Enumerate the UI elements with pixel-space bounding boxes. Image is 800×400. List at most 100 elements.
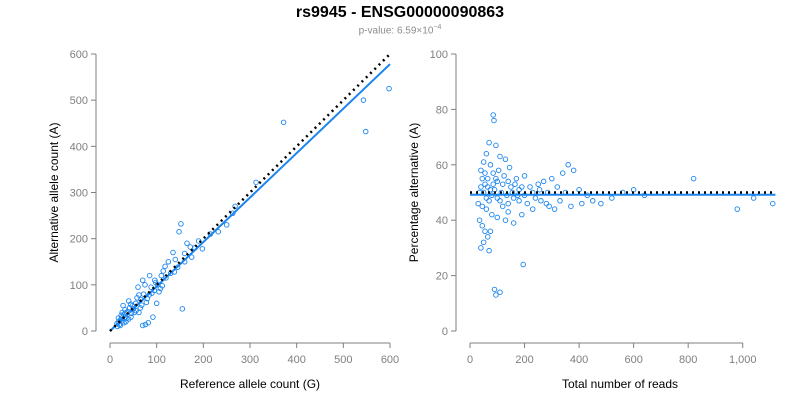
right-y-tick-label: 40 (436, 215, 448, 227)
right-data-point (480, 159, 487, 165)
left-data-point (139, 322, 146, 329)
right-data-point (505, 178, 511, 185)
right-data-point (486, 247, 492, 254)
right-data-point (536, 186, 543, 193)
right-y-tick-label: 60 (436, 160, 448, 172)
left-x-tick-label: 100 (147, 354, 165, 366)
right-data-point (482, 228, 488, 235)
left-data-point (125, 316, 132, 322)
left-x-tick-label: 500 (334, 354, 352, 366)
right-data-point (483, 150, 490, 157)
right-data-point (512, 181, 518, 187)
right-data-point (478, 167, 484, 174)
right-data-point (540, 178, 547, 185)
left-data-point (188, 254, 195, 260)
right-data-point (589, 198, 596, 204)
right-data-point (489, 211, 495, 218)
left-y-tick-label: 0 (82, 326, 88, 338)
right-data-point (524, 200, 531, 207)
right-data-point (520, 261, 526, 268)
right-data-point (532, 195, 539, 201)
left-data-point (160, 268, 166, 274)
right-x-tick-label: 600 (624, 354, 642, 366)
right-data-point (529, 206, 536, 212)
left-data-point (178, 221, 184, 227)
left-data-point (139, 277, 146, 283)
right-data-point (516, 198, 522, 204)
right-data-point (510, 195, 517, 201)
right-data-point (570, 167, 577, 174)
right-data-point (484, 175, 491, 182)
right-data-point (491, 286, 498, 293)
right-data-point (549, 175, 555, 182)
left-x-tick-label: 300 (241, 354, 259, 366)
right-data-point (769, 200, 776, 207)
left-data-point (119, 309, 125, 316)
left-x-tick-label: 200 (194, 354, 212, 366)
left-data-point (187, 244, 194, 250)
right-data-point (482, 170, 488, 176)
right-data-point (487, 162, 494, 168)
right-data-point (484, 234, 491, 240)
right-data-point (499, 181, 506, 187)
right-data-point (490, 181, 496, 187)
left-x-tick-label: 600 (381, 354, 399, 366)
right-data-point (538, 198, 544, 204)
right-data-point (506, 164, 513, 171)
left-data-point (386, 85, 392, 92)
left-data-point (115, 315, 122, 321)
right-data-point (480, 239, 487, 246)
right-data-point (551, 206, 558, 212)
right-data-point (510, 220, 517, 226)
left-data-point (150, 314, 156, 320)
left-data-point (181, 250, 188, 257)
left-y-tick-label: 400 (70, 141, 88, 153)
left-data-point (136, 309, 142, 316)
right-data-point (479, 175, 486, 182)
chart-subtitle: p-value: 6.59×10−4 (0, 24, 800, 36)
right-data-point (690, 175, 697, 182)
right-data-point (559, 170, 566, 176)
right-data-point (501, 173, 507, 179)
right-x-tick-label: 800 (679, 354, 697, 366)
right-data-point (482, 181, 488, 187)
right-data-point (494, 178, 501, 185)
left-y-axis-label: Alternative allele count (A) (47, 122, 61, 262)
right-data-point (535, 181, 541, 187)
left-fit-line (109, 63, 391, 332)
left-y-tick-label: 200 (70, 234, 88, 246)
left-reference-line (109, 53, 391, 332)
right-data-point (487, 228, 494, 235)
left-data-point (152, 277, 158, 283)
left-y-tick-label: 600 (70, 49, 88, 61)
left-data-point (157, 285, 164, 292)
left-data-point (158, 272, 165, 279)
right-data-point (568, 203, 574, 210)
right-data-point (493, 175, 499, 182)
right-data-point (565, 162, 571, 168)
right-data-point (557, 198, 563, 204)
left-data-point (145, 319, 152, 326)
left-data-point (143, 299, 150, 306)
right-data-point (494, 214, 501, 221)
left-data-point (184, 240, 190, 247)
right-data-point (543, 200, 550, 207)
left-data-point (280, 119, 287, 126)
left-data-point (127, 301, 134, 307)
left-data-point (362, 128, 369, 135)
left-scatter-plot: 0 100 200 300 400 500 600 0 100 200 300 400 500 600 Re… (47, 49, 399, 391)
right-data-point (505, 200, 511, 207)
right-data-point (750, 195, 757, 201)
right-data-point (493, 142, 499, 149)
right-data-point (598, 200, 604, 207)
right-x-tick-label: 400 (570, 354, 588, 366)
right-scatter-plot: 0 20 40 60 80 100 0 200 400 600 800 1,000 Total numb… (407, 49, 776, 391)
right-data-point (486, 198, 492, 204)
left-data-point (118, 312, 124, 319)
right-data-point (475, 200, 481, 207)
right-data-point (519, 184, 525, 190)
pvalue-text: p-value: 6.59×10 (358, 25, 434, 37)
right-data-point (483, 195, 490, 201)
right-x-tick-label: 1,000 (729, 354, 757, 366)
